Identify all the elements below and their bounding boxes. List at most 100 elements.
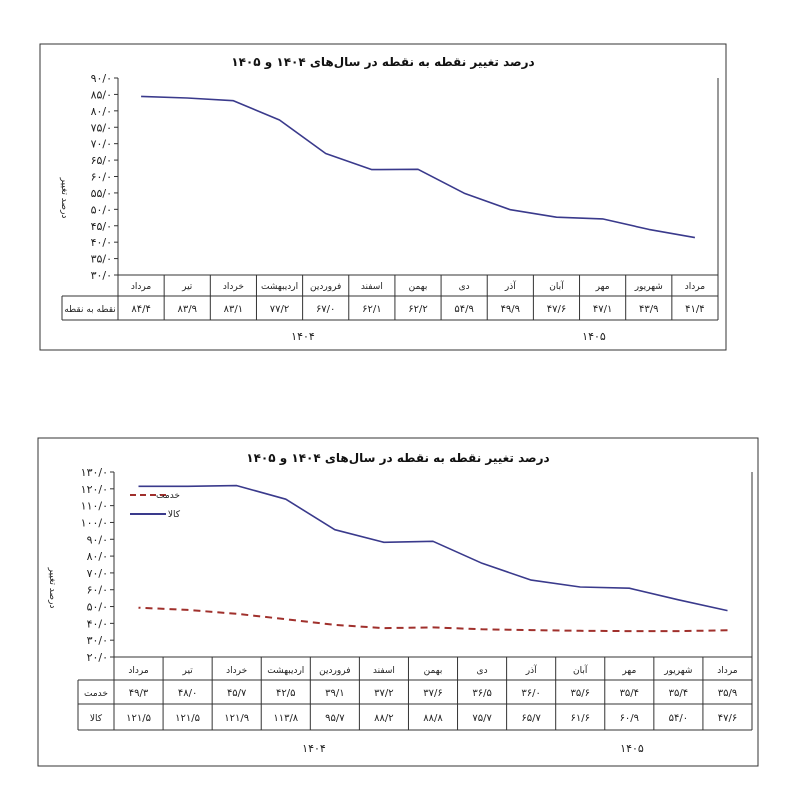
y-tick-label: ۵۰/۰ [87,601,108,614]
data-label: ۳۷/۶ [423,688,442,699]
category-label: مهر [595,282,610,292]
chart-1-row-label: نقطه به نقطه [64,305,116,315]
data-label: ۸۴/۴ [131,304,150,315]
y-tick-label: ۶۵/۰ [91,154,112,167]
y-tick-label: ۸۰/۰ [91,105,112,118]
data-label: ۳۹/۱ [325,688,344,699]
y-tick-label: ۸۰/۰ [87,550,108,563]
data-label: ۱۱۳/۸ [273,713,298,724]
category-label: خرداد [226,666,247,676]
y-tick-label: ۴۰/۰ [91,236,112,249]
y-tick-label: ۷۰/۰ [87,567,108,580]
y-tick-label: ۱۳۰/۰ [81,466,108,479]
category-label: شهریور [663,666,692,676]
category-label: دی [459,282,470,292]
chart-2-row-label-service: خدمت [84,689,108,699]
category-label: اردیبهشت [261,282,298,292]
data-label: ۳۶/۰ [521,688,540,699]
data-label: ۵۴/۰ [669,713,688,724]
y-tick-label: ۷۰/۰ [91,138,112,151]
y-tick-label: ۹۰/۰ [91,72,112,85]
y-tick-label: ۳۰/۰ [87,634,108,647]
y-tick-label: ۵۰/۰ [91,203,112,216]
data-label: ۱۲۱/۹ [224,713,249,724]
data-label: ۴۸/۰ [178,688,197,699]
data-label: ۴۷/۶ [718,713,737,724]
y-tick-label: ۱۱۰/۰ [81,500,108,513]
chart-1-year-label-1405: ۱۴۰۵ [582,330,606,343]
category-label: خرداد [223,282,244,292]
data-label: ۶۵/۷ [521,713,541,724]
category-label: تیر [181,282,193,292]
category-label: مرداد [685,282,705,292]
y-tick-label: ۱۰۰/۰ [81,516,108,529]
data-label: ۶۰/۹ [620,713,639,724]
chart-2-lines [138,484,728,633]
data-label: ۴۳/۹ [639,304,658,315]
y-tick-label: ۳۰/۰ [91,269,112,282]
data-label: ۳۵/۹ [718,688,737,699]
category-label: مرداد [131,282,151,292]
y-tick-label: ۶۰/۰ [91,171,112,184]
data-label: ۳۷/۲ [374,688,393,699]
y-tick-label: ۴۰/۰ [87,617,108,630]
series-line-1 [141,95,696,239]
category-label: اسفند [361,282,383,292]
data-label: ۷۵/۷ [472,713,492,724]
data-label: ۹۵/۷ [325,713,345,724]
data-label: ۱۲۱/۵ [126,713,151,724]
category-label: مهر [621,666,636,676]
chart-2-row-label-goods: کالا [90,714,103,724]
chart-2: درصد تغییر نقطه به نقطه در سال‌های ۱۴۰۴ … [37,437,759,767]
data-label: ۳۵/۴ [669,688,688,699]
y-tick-label: ۴۵/۰ [91,220,112,233]
chart-1-lines [141,95,696,239]
data-label: ۴۹/۹ [501,304,520,315]
data-label: ۸۸/۲ [374,713,393,724]
y-tick-label: ۶۰/۰ [87,584,108,597]
legend-label-goods: کالا [168,510,181,520]
series-line-2 [138,484,728,612]
chart-1-frame [39,43,727,351]
data-label: ۴۱/۴ [685,304,704,315]
data-label: ۶۲/۲ [408,304,427,315]
category-label: مرداد [128,666,148,676]
data-label: ۸۳/۹ [177,304,196,315]
chart-2-y-ticks: ۲۰/۰ ۳۰/۰ ۴۰/۰ ۵۰/۰ ۶۰/۰ ۷۰/۰ ۸۰/۰ ۹۰/۰ ۱۰۰/۰ ۱۱۰… [81,466,114,664]
chart-1-y-ticks: ۳۰/۰ ۳۵/۰ ۴۰/۰ ۴۵/۰ ۵۰/۰ ۵۵/۰ ۶۰/۰ ۶۵/۰ ۷۰/۰ ۷۵/۰… [91,72,118,282]
chart-2-frame [37,437,759,767]
chart-2-title: درصد تغییر نقطه به نقطه در سال‌های ۱۴۰۴ … [246,451,549,466]
y-tick-label: ۵۵/۰ [91,187,112,200]
data-label: ۳۶/۵ [472,688,491,699]
data-label: ۳۵/۶ [570,688,589,699]
chart-2-table: مرداد شهریور مهر آبان آذر دی بهمن اسفند فروردین ا… [113,657,753,730]
category-label: بهمن [424,666,443,676]
y-tick-label: ۳۵/۰ [91,253,112,266]
chart-2-legend: خدمت کالا [130,491,181,520]
y-tick-label: ۷۵/۰ [91,121,112,134]
y-tick-label: ۸۵/۰ [91,88,112,101]
y-tick-label: ۹۰/۰ [87,533,108,546]
y-tick-label: ۱۲۰/۰ [81,483,108,496]
data-label: ۳۵/۴ [620,688,639,699]
category-label: مرداد [717,666,737,676]
chart-1: درصد تغییر نقطه به نقطه در سال‌های ۱۴۰۴ … [39,43,727,351]
category-label: آذر [504,280,516,292]
data-label: ۴۲/۵ [276,688,295,699]
legend-label-service: خدمت [156,491,180,501]
data-label: ۷۷/۲ [270,304,289,315]
chart-1-year-label-1404: ۱۴۰۴ [291,330,315,343]
data-label: ۴۷/۶ [547,304,566,315]
chart-1-title: درصد تغییر نقطه به نقطه در سال‌های ۱۴۰۴ … [231,55,534,70]
data-label: ۶۱/۶ [570,713,589,724]
data-label: ۸۳/۱ [224,304,243,315]
y-tick-label: ۲۰/۰ [87,651,108,664]
data-label: ۵۴/۹ [454,304,473,315]
category-label: بهمن [409,282,428,292]
chart-2-y-axis-label: درصد تغییر [47,567,57,609]
chart-1-table: مرداد شهریور مهر آبان آذر دی بهمن اسفند فروردین ا… [117,275,719,320]
category-label: تیر [182,666,194,676]
data-label: ۶۷/۰ [316,304,335,315]
category-label: اردیبهشت [267,666,304,676]
